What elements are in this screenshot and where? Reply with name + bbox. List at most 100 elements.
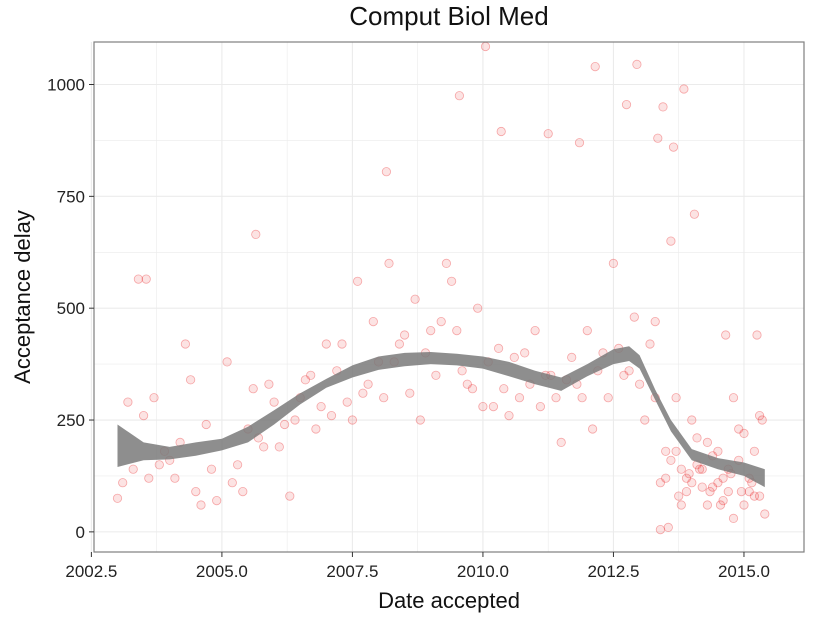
data-point [478,401,488,412]
data-point [139,410,149,421]
data-point [248,384,258,394]
data-point [687,415,697,425]
data-point [504,410,514,421]
data-point [661,473,671,483]
data-point [692,433,702,443]
x-tick-label: 2015.0 [718,562,770,581]
data-point [384,258,394,268]
data-point [133,274,143,284]
x-axis-title: Date accepted [378,588,520,613]
data-point [118,478,128,488]
data-point [410,294,420,304]
y-tick-label: 250 [57,411,85,430]
data-point [311,424,321,434]
data-point [405,388,415,398]
data-point [632,59,642,70]
data-point [707,482,718,492]
data-point [499,384,509,394]
data-point [760,509,770,519]
data-point [705,486,715,497]
data-point [728,393,739,403]
data-point [543,129,553,139]
data-point [186,375,196,385]
data-point [381,167,391,177]
data-point [535,401,546,412]
data-point [462,379,472,389]
data-point [551,393,561,403]
data-point [259,442,269,452]
data-point [530,325,540,336]
data-point [749,491,760,501]
data-point [227,478,237,488]
data-point [629,312,639,322]
data-point [619,370,629,380]
data-point [274,442,284,452]
data-point [650,316,660,327]
data-point [653,133,663,143]
x-tick-label: 2007.5 [326,562,378,581]
data-point [426,325,436,336]
data-point [671,446,681,456]
data-point [736,486,747,497]
data-point [363,379,373,389]
data-point [661,446,671,456]
data-point [754,491,765,501]
data-point [509,352,519,362]
data-point [316,401,326,412]
x-tick-label: 2010.0 [457,562,509,581]
data-point [608,258,619,268]
data-point [697,464,707,474]
data-point [306,370,316,380]
data-point [590,61,600,72]
data-point [582,325,592,336]
data-point [587,424,598,434]
data-point [624,366,634,376]
data-point [723,486,733,497]
data-point [556,437,566,447]
data-point [149,393,159,403]
data-point [238,486,248,497]
data-point [514,393,525,403]
data-point [713,446,723,456]
data-point [436,316,446,327]
data-point [749,446,760,456]
data-point [655,478,666,488]
data-point [347,415,357,425]
data-point [697,482,707,492]
data-point [480,41,491,52]
data-point [493,343,504,353]
data-point [694,464,705,474]
data-point [233,460,243,470]
data-point [676,500,686,510]
data-point [655,524,666,535]
data-point [728,513,739,524]
data-point [640,415,650,425]
data-point [454,91,464,101]
data-point [180,339,190,349]
data-point [264,379,274,389]
data-point [603,393,613,403]
plot-panel [90,41,805,553]
data-point [679,84,689,94]
data-point [154,460,164,470]
data-point [520,348,530,358]
data-point [718,495,728,506]
data-point [754,410,765,421]
data-point [473,303,483,313]
data-point [702,437,713,447]
data-point [368,316,378,327]
data-point [577,393,587,403]
data-point [337,339,347,349]
data-point [684,469,694,479]
data-point [352,276,363,286]
data-point [441,258,451,268]
data-point [399,330,410,340]
data-point [467,384,478,394]
chart-title: Comput Biol Med [349,1,548,31]
data-point [715,500,726,510]
grid-lines [90,42,804,552]
data-point [452,325,462,336]
data-point [123,397,133,407]
data-point [269,397,279,407]
